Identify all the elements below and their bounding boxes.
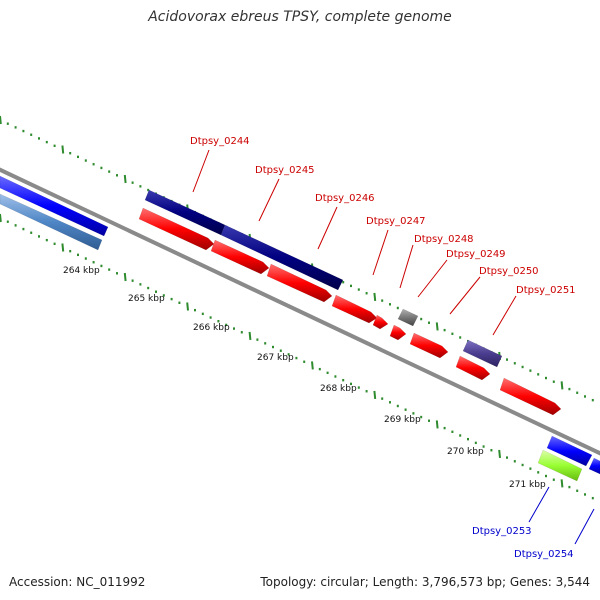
gene-red-0246[interactable] (266, 263, 333, 303)
label-leader-lines (192, 149, 595, 545)
outer-tick (560, 381, 564, 390)
inner-tick (435, 420, 439, 429)
outer-tick (61, 145, 65, 154)
leader-Dtpsy_0254 (574, 508, 595, 545)
leader-Dtpsy_0251 (492, 295, 517, 336)
inner-tick-track (0, 213, 594, 500)
map-title: Acidovorax ebreus TPSY, complete genome (148, 9, 452, 25)
gene-red-0244[interactable] (138, 207, 215, 251)
leader-Dtpsy_0246 (317, 206, 338, 250)
gene-label-Dtpsy_0245[interactable]: Dtpsy_0245 (255, 165, 315, 176)
gene-label-Dtpsy_0249[interactable]: Dtpsy_0249 (446, 249, 506, 260)
gene-features (0, 175, 600, 482)
gene-blue-0254[interactable] (588, 457, 600, 475)
gene-blue-0253[interactable] (546, 435, 593, 467)
leader-Dtpsy_0247 (372, 229, 389, 276)
gene-navy-0245[interactable] (220, 224, 344, 291)
accession-text: Accession: NC_011992 (9, 575, 146, 589)
gene-lime-0253[interactable] (537, 449, 583, 482)
leader-Dtpsy_0248 (399, 244, 414, 289)
gene-red-0251[interactable] (455, 355, 491, 381)
gene-label-Dtpsy_0253[interactable]: Dtpsy_0253 (472, 526, 532, 537)
gene-red-0250[interactable] (409, 332, 449, 359)
scale-label: 268 kbp (320, 384, 357, 394)
inner-tick (248, 331, 252, 341)
scale-label: 266 kbp (193, 323, 230, 333)
gene-label-Dtpsy_0244[interactable]: Dtpsy_0244 (190, 136, 250, 147)
inner-tick (186, 302, 189, 311)
scale-label: 265 kbp (128, 294, 165, 304)
inner-tick (498, 449, 501, 459)
leader-Dtpsy_0245 (258, 178, 280, 222)
gene-label-Dtpsy_0251[interactable]: Dtpsy_0251 (516, 285, 576, 296)
gene-label-Dtpsy_0250[interactable]: Dtpsy_0250 (479, 266, 539, 277)
gene-red-0247[interactable] (331, 294, 378, 324)
gene-red-0245[interactable] (210, 239, 270, 275)
inner-tick (311, 361, 314, 370)
scale-label: 264 kbp (63, 266, 100, 276)
gene-red-0252[interactable] (499, 377, 562, 416)
inner-tick (560, 479, 564, 488)
gene-label-Dtpsy_0247[interactable]: Dtpsy_0247 (366, 216, 426, 227)
gene-red-0249[interactable] (389, 324, 407, 341)
scale-label: 267 kbp (257, 353, 294, 363)
gene-slate-0251[interactable] (462, 339, 503, 368)
gene-label-Dtpsy_0248[interactable]: Dtpsy_0248 (414, 234, 474, 245)
leader-Dtpsy_0249 (417, 259, 448, 298)
gene-gray-0248[interactable] (397, 308, 419, 327)
inner-tick (0, 213, 2, 223)
outer-tick (435, 322, 439, 331)
gene-red-0247b[interactable] (372, 314, 389, 330)
inner-tick (61, 243, 65, 252)
leader-Dtpsy_0253 (528, 486, 550, 523)
genome-summary-text: Topology: circular; Length: 3,796,573 bp… (260, 575, 590, 589)
scale-label: 269 kbp (384, 415, 421, 425)
outer-tick (373, 292, 377, 302)
gene-label-Dtpsy_0254[interactable]: Dtpsy_0254 (514, 549, 574, 560)
inner-tick (123, 272, 127, 282)
outer-tick (0, 115, 2, 125)
scale-labels: 264 kbp 265 kbp 266 kbp 267 kbp 268 kbp 269 k… (63, 266, 546, 490)
scale-label: 271 kbp (509, 480, 546, 490)
gene-labels: Dtpsy_0244 Dtpsy_0245 Dtpsy_0246 Dtpsy_0247… (190, 136, 576, 560)
gene-blue-left-a[interactable] (0, 175, 109, 237)
gene-steel-left[interactable] (0, 193, 103, 251)
leader-Dtpsy_0244 (192, 149, 210, 193)
gene-label-Dtpsy_0246[interactable]: Dtpsy_0246 (315, 193, 375, 204)
leader-Dtpsy_0250 (449, 276, 481, 315)
scale-label: 270 kbp (447, 447, 484, 457)
inner-tick (373, 390, 377, 400)
outer-tick (123, 174, 127, 184)
genome-backbone (0, 167, 600, 456)
